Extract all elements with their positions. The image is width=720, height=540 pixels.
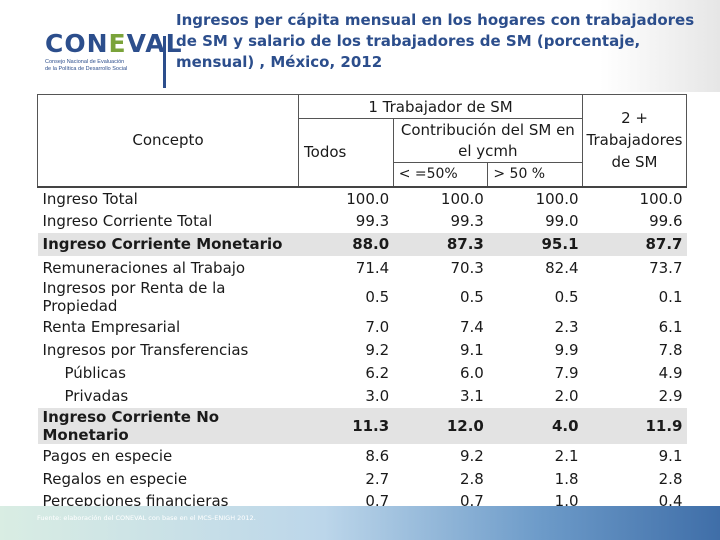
footer-band <box>0 506 720 540</box>
table-row: Ingresos por Transferencias 9.2 9.1 9.9 7.8 <box>38 338 687 361</box>
cell-gt50: 9.9 <box>554 341 579 360</box>
header-1-trabajador: 1 Trabajador de SM <box>298 94 584 119</box>
cell-dos-mas: 2.9 <box>658 387 683 406</box>
row-concept: Ingresos por Renta de la Propiedad <box>42 279 226 316</box>
table-row: Ingresos por Renta de la Propiedad 0.5 0.5… <box>38 279 687 315</box>
table-row: Privadas 3.0 3.1 2.0 2.9 <box>38 385 687 408</box>
cell-dos-mas: 99.6 <box>649 212 683 231</box>
cell-dos-mas: 100.0 <box>582 185 687 210</box>
cell-todos: 6.2 <box>365 364 390 383</box>
cell-dos-mas: 6.1 <box>658 317 683 336</box>
cell-dos-mas: 11.9 <box>582 408 687 444</box>
cell-dos-mas: 4.9 <box>658 364 683 383</box>
cell-todos: 3.0 <box>365 387 390 406</box>
cell-lt50: 3.1 <box>460 387 484 406</box>
row-concept: Privadas <box>64 387 129 406</box>
row-concept: Pagos en especie <box>42 446 173 465</box>
cell-todos: 11.3 <box>298 408 394 444</box>
cell-gt50: 100.0 <box>487 185 583 210</box>
logo-wordmark: CONEVAL <box>45 29 183 58</box>
table-row: Pagos en especie 8.6 9.2 2.1 9.1 <box>38 444 687 467</box>
cell-todos: 7.0 <box>365 317 390 336</box>
cell-dos-mas: 87.7 <box>582 232 687 257</box>
table-row: Renta Empresarial 7.0 7.4 2.3 6.1 <box>38 315 687 338</box>
cell-gt50: 2.1 <box>554 446 579 465</box>
cell-dos-mas: 9.1 <box>658 446 683 465</box>
table-row: Ingreso Total 100.0 100.0 100.0 100.0 <box>37 185 687 210</box>
coneval-logo: CONEVAL Consejo Nacional de Evaluación d… <box>45 29 183 82</box>
cell-gt50: 4.0 <box>487 408 583 444</box>
table-row: Ingreso Corriente Monetario 88.0 87.3 95.1 8… <box>37 232 687 257</box>
logo-divider <box>163 36 166 88</box>
cell-gt50: 95.1 <box>487 232 583 257</box>
cell-lt50: 100.0 <box>393 185 488 210</box>
header-gt50: > 50 % <box>487 162 584 187</box>
cell-dos-mas: 0.1 <box>658 288 683 307</box>
row-concept: Ingreso Corriente No Monetario <box>37 408 299 444</box>
row-concept: Ingreso Total <box>37 185 299 210</box>
row-concept: Públicas <box>64 364 126 383</box>
source-footnote: Fuente: elaboración del CONEVAL con base… <box>37 514 256 522</box>
cell-gt50: 2.3 <box>554 317 579 336</box>
cell-lt50: 12.0 <box>393 408 488 444</box>
cell-todos: 9.2 <box>365 341 390 360</box>
cell-dos-mas: 2.8 <box>658 469 683 488</box>
cell-lt50: 0.5 <box>460 288 484 307</box>
header-gradient <box>600 0 720 92</box>
header-lt50: < =50% <box>392 162 489 187</box>
table-row: Ingreso Corriente No Monetario 11.3 12.0 4.… <box>37 408 687 444</box>
cell-lt50: 7.4 <box>460 317 484 336</box>
cell-dos-mas: 73.7 <box>649 258 683 277</box>
table-row: Ingreso Corriente Total 99.3 99.3 99.0 99.6 <box>38 210 687 233</box>
cell-todos: 99.3 <box>355 212 390 231</box>
cell-todos: 100.0 <box>298 185 394 210</box>
cell-dos-mas: 7.8 <box>658 341 683 360</box>
logo-subtitle: Consejo Nacional de Evaluación de la Pol… <box>45 59 128 72</box>
cell-todos: 8.6 <box>365 446 390 465</box>
cell-lt50: 99.3 <box>450 212 484 231</box>
cell-gt50: 82.4 <box>545 258 579 277</box>
cell-lt50: 9.2 <box>460 446 484 465</box>
cell-todos: 88.0 <box>298 232 394 257</box>
slide-header <box>0 0 720 92</box>
header-concepto: Concepto <box>36 94 300 187</box>
row-concept: Regalos en especie <box>42 469 188 488</box>
table-row: Remuneraciones al Trabajo 71.4 70.3 82.4 73.… <box>38 256 687 279</box>
cell-lt50: 87.3 <box>393 232 488 257</box>
income-table: Concepto 1 Trabajador de SM 2 + Trabajad… <box>36 94 687 515</box>
row-concept: Ingreso Corriente Total <box>42 212 213 231</box>
cell-lt50: 9.1 <box>460 341 484 360</box>
cell-lt50: 6.0 <box>460 364 484 383</box>
cell-gt50: 1.8 <box>554 469 579 488</box>
slide-title: Ingresos per cápita mensual en los hogar… <box>176 11 695 71</box>
header-contribucion: Contribución del SM en el ycmh <box>392 118 584 163</box>
table-row: Regalos en especie 2.7 2.8 1.8 2.8 <box>38 467 687 490</box>
header-todos: Todos <box>298 118 394 187</box>
cell-todos: 2.7 <box>365 469 390 488</box>
row-concept: Renta Empresarial <box>42 317 181 336</box>
cell-gt50: 7.9 <box>554 364 579 383</box>
table-row: Públicas 6.2 6.0 7.9 4.9 <box>38 362 687 385</box>
row-concept: Ingresos por Transferencias <box>42 341 249 360</box>
header-2-trabajadores: 2 + Trabajadores de SM <box>582 94 687 187</box>
row-concept: Remuneraciones al Trabajo <box>42 258 246 277</box>
cell-gt50: 2.0 <box>554 387 579 406</box>
cell-gt50: 99.0 <box>545 212 579 231</box>
cell-gt50: 0.5 <box>554 288 579 307</box>
cell-lt50: 2.8 <box>460 469 484 488</box>
cell-todos: 71.4 <box>355 258 390 277</box>
cell-lt50: 70.3 <box>450 258 484 277</box>
row-concept: Ingreso Corriente Monetario <box>37 232 299 257</box>
cell-todos: 0.5 <box>365 288 390 307</box>
